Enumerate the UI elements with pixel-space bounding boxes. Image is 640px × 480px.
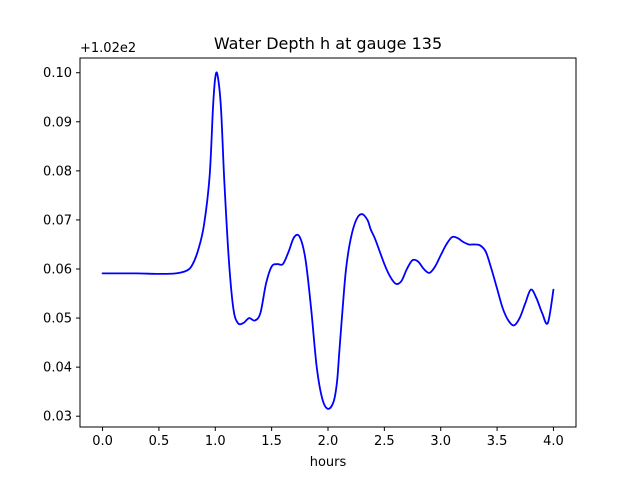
y-tick-label: 0.06: [43, 262, 72, 277]
x-tick-label: 0.5: [149, 434, 170, 449]
x-axis: 0.0 0.5 1.0 1.5 2.0 2.5 3.0 3.5 4.0: [92, 427, 564, 449]
x-tick-label: 2.5: [374, 434, 395, 449]
y-tick-label: 0.05: [43, 312, 72, 327]
x-tick-label: 3.0: [430, 434, 451, 449]
y-tick-label: 0.10: [43, 66, 72, 81]
plot-frame: [79, 57, 577, 428]
series-line: [101, 71, 555, 410]
x-tick-label: 3.5: [487, 434, 508, 449]
y-tick-label: 0.08: [43, 164, 72, 179]
x-tick-label: 2.0: [318, 434, 339, 449]
x-tick-label: 1.0: [205, 434, 226, 449]
x-tick-label: 1.5: [261, 434, 282, 449]
x-tick-label: 4.0: [543, 434, 564, 449]
chart-title: Water Depth h at gauge 135: [214, 34, 442, 53]
plot-area: [80, 58, 576, 427]
y-tick-label: 0.03: [43, 410, 72, 425]
x-tick-label: 0.0: [92, 434, 113, 449]
y-tick-label: 0.07: [43, 213, 72, 228]
y-offset-label: +1.02e2: [80, 41, 136, 56]
y-tick-label: 0.09: [43, 115, 72, 130]
y-axis: 0.03 0.04 0.05 0.06 0.07 0.08 0.09 0.10: [43, 66, 80, 425]
y-tick-label: 0.04: [43, 361, 72, 376]
x-axis-label: hours: [310, 455, 347, 470]
